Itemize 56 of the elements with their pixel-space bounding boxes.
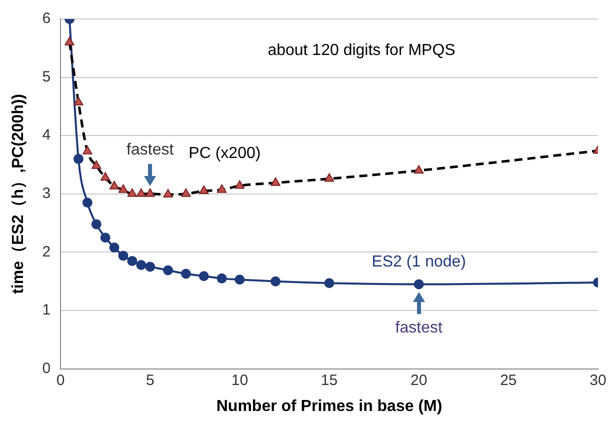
point <box>127 188 138 197</box>
point <box>414 279 424 290</box>
point <box>181 188 191 197</box>
point <box>118 184 128 193</box>
series-label: ES2 (1 node) <box>372 254 466 271</box>
x-tick-label: 5 <box>146 372 154 389</box>
point <box>324 173 334 182</box>
point <box>234 274 245 285</box>
point <box>109 180 120 190</box>
point <box>100 232 110 243</box>
y-tick-label: 2 <box>42 243 51 260</box>
x-tick-label: 20 <box>410 372 428 389</box>
x-tick-label: 30 <box>590 372 606 389</box>
point <box>145 188 155 197</box>
point <box>270 177 280 186</box>
point <box>163 188 173 198</box>
y-tick-label: 1 <box>42 302 51 319</box>
point <box>414 165 424 174</box>
point <box>64 36 74 46</box>
point <box>109 242 120 253</box>
point <box>91 219 102 230</box>
y-tick-label: 4 <box>42 126 51 144</box>
y-axis-title: time（ES2（h）,PC(200h)) <box>10 94 28 294</box>
point <box>180 268 191 279</box>
x-axis-title: Number of Primes in base (M) <box>216 398 442 415</box>
point <box>82 198 92 208</box>
point <box>198 271 209 282</box>
x-tick-label: 10 <box>231 372 248 389</box>
series-label: PC (x200) <box>188 145 261 162</box>
y-tick-label: 0 <box>42 360 51 377</box>
point <box>234 180 245 189</box>
point <box>145 262 156 272</box>
point <box>92 160 102 169</box>
point <box>100 172 110 181</box>
y-tick-label: 6 <box>42 10 51 28</box>
y-tick-label: 3 <box>42 185 51 202</box>
annotation: about 120 digits for MPQS <box>268 42 456 59</box>
x-tick-label: 25 <box>500 372 517 389</box>
point <box>118 250 128 261</box>
point <box>163 265 174 276</box>
annotation: fastest <box>126 141 174 158</box>
point <box>82 146 92 154</box>
annotation: fastest <box>395 320 443 337</box>
point <box>136 260 146 270</box>
y-tick-label: 5 <box>42 68 51 86</box>
point <box>136 188 146 197</box>
point <box>73 154 84 164</box>
point <box>216 273 227 284</box>
x-tick-label: 0 <box>56 372 65 389</box>
x-tick-label: 15 <box>320 372 338 389</box>
point <box>270 276 281 286</box>
point <box>127 256 138 266</box>
point <box>199 185 209 194</box>
point <box>216 184 227 193</box>
point <box>74 96 84 106</box>
point <box>324 278 334 288</box>
